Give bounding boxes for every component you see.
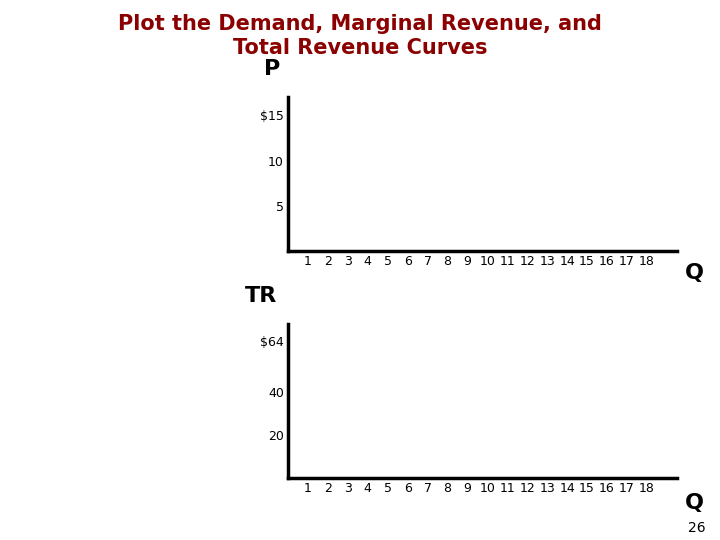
- Text: 26: 26: [688, 521, 706, 535]
- Text: Q: Q: [685, 264, 703, 284]
- Text: TR: TR: [245, 286, 277, 306]
- Text: Q: Q: [685, 494, 703, 514]
- Text: Plot the Demand, Marginal Revenue, and
Total Revenue Curves: Plot the Demand, Marginal Revenue, and T…: [118, 14, 602, 58]
- Text: P: P: [264, 59, 281, 79]
